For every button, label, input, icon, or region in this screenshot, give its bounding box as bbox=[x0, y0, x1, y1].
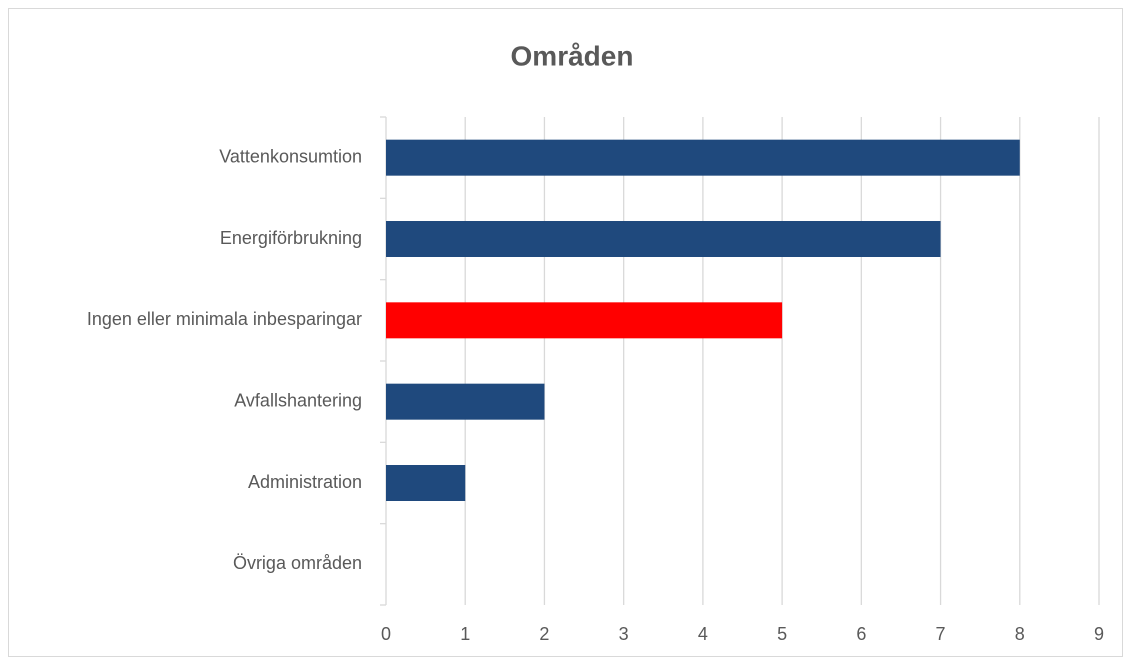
y-tick-label: Ingen eller minimala inbesparingar bbox=[87, 309, 362, 329]
bar bbox=[386, 139, 1020, 176]
y-tick-label: Avfallshantering bbox=[234, 390, 362, 410]
x-tick-label: 7 bbox=[936, 624, 946, 644]
x-tick-label: 1 bbox=[460, 624, 470, 644]
x-tick-label: 6 bbox=[856, 624, 866, 644]
x-tick-label: 8 bbox=[1015, 624, 1025, 644]
y-tick-label: Övriga områden bbox=[233, 553, 362, 573]
bar bbox=[386, 383, 545, 420]
bar bbox=[386, 221, 941, 257]
x-tick-label: 3 bbox=[619, 624, 629, 644]
bar bbox=[386, 302, 783, 339]
x-tick-label: 4 bbox=[698, 624, 708, 644]
bar bbox=[386, 465, 466, 501]
y-tick-label: Vattenkonsumtion bbox=[219, 146, 362, 166]
y-tick-label: Energiförbrukning bbox=[220, 228, 362, 248]
x-tick-label: 2 bbox=[539, 624, 549, 644]
y-tick-label: Administration bbox=[248, 472, 362, 492]
x-tick-label: 9 bbox=[1094, 624, 1104, 644]
x-tick-label: 0 bbox=[381, 624, 391, 644]
x-tick-label: 5 bbox=[777, 624, 787, 644]
chart-title: Områden bbox=[511, 40, 634, 71]
